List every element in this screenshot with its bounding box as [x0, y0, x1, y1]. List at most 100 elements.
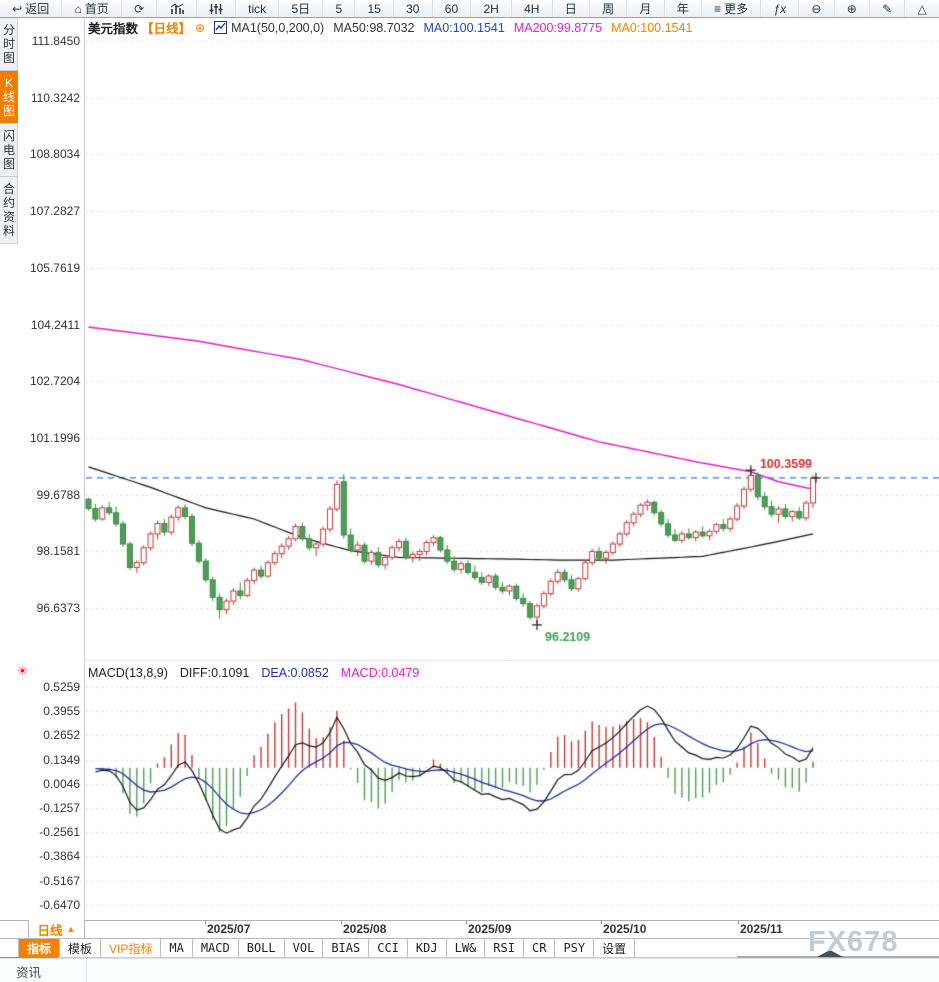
macd-dea-value: DEA:0.0852 [261, 666, 329, 680]
home-button[interactable]: ⌂ 首页 [62, 0, 122, 17]
y-axis-label: -0.3864 [39, 849, 80, 864]
price-chart-canvas[interactable] [84, 18, 939, 920]
tab-设置[interactable]: 设置 [594, 939, 636, 957]
bottom-bar [0, 958, 939, 982]
period-5-button[interactable]: 5 [323, 0, 356, 17]
fx-icon: ƒx [773, 1, 787, 16]
period-60-button-label: 60 [444, 1, 459, 16]
tab-MA[interactable]: MA [161, 939, 193, 957]
x-axis-row [0, 920, 939, 939]
x-axis-month-label: 2025/09 [468, 922, 512, 936]
period-30-button[interactable]: 30 [394, 0, 433, 17]
sidebar-item-合约资料[interactable]: 合约资料 [0, 177, 18, 244]
y-axis-label: -0.2561 [39, 825, 80, 840]
menu-icon: ≡ [714, 1, 722, 16]
y-axis-label: 98.1581 [36, 544, 80, 559]
sidebar-item-分时图[interactable]: 分时图 [0, 18, 18, 71]
period-2h-button-label: 2H [483, 1, 499, 16]
tab-MACD[interactable]: MACD [193, 939, 239, 957]
tab-KDJ[interactable]: KDJ [408, 939, 447, 957]
period-month-button[interactable]: 月 [627, 0, 665, 17]
tab-BIAS[interactable]: BIAS [323, 939, 370, 957]
zoom-in-button[interactable]: ⊕ [835, 0, 871, 17]
circle-plus-icon[interactable]: ⊕ [195, 20, 206, 35]
chart-type-sidebar: 分时图 K线图 闪电图 合约资料 [0, 18, 18, 244]
y-axis-label: 0.5259 [43, 680, 80, 694]
y-axis-label: 99.6788 [36, 487, 80, 502]
y-axis-label: 104.2411 [30, 317, 80, 332]
period-week-button[interactable]: 周 [590, 0, 628, 17]
period-week-button-label: 周 [602, 2, 615, 16]
back-button-label: 返回 [25, 2, 50, 16]
y-axis-label: 0.2652 [43, 728, 80, 743]
trend-chart-icon [170, 2, 184, 15]
period-year-button[interactable]: 年 [665, 0, 702, 17]
y-axis-label: 101.1996 [29, 430, 80, 445]
indicator-tabs-row: 指标 模板 VIP指标 MA MACD BOLL VOL BIAS CCI KDJ LW& RSI CR… [0, 939, 939, 958]
ma50-value: MA50:98.7032 [333, 20, 415, 35]
x-axis-tick [466, 920, 467, 924]
period-5d-button-label: 5日 [291, 2, 311, 16]
tab-BOLL[interactable]: BOLL [239, 939, 285, 957]
period-day-button[interactable]: 日 [553, 0, 590, 17]
pencil-icon: ✎ [882, 1, 893, 16]
y-axis-label: -0.6470 [39, 897, 80, 912]
period-selector-label: 日线 [37, 923, 63, 938]
tab-CR[interactable]: CR [524, 939, 556, 957]
more-button-label: 更多 [724, 2, 749, 16]
ma0-blue-value: MA0:100.1541 [423, 20, 505, 35]
news-tab[interactable]: 资讯 [16, 966, 42, 980]
period-label: 【日线】 [141, 22, 192, 36]
trend-chart-button[interactable] [157, 0, 197, 17]
candle-settings-button[interactable] [197, 0, 236, 17]
indicator-fx-button[interactable]: ƒx [761, 0, 800, 17]
ma200-value: MA200:99.8775 [513, 20, 603, 35]
tab-VOL[interactable]: VOL [285, 939, 324, 957]
x-axis-tick [341, 920, 342, 924]
refresh-button[interactable]: ⟳ [122, 0, 158, 17]
period-month-button-label: 月 [639, 2, 652, 16]
tab-LW&[interactable]: LW& [447, 939, 486, 957]
draw-button[interactable]: ✎ [870, 0, 906, 17]
period-tick-button-label: tick [248, 1, 267, 16]
shapes-button[interactable]: △ [905, 0, 939, 17]
y-axis-label: 102.7204 [29, 374, 80, 389]
bottom-bar-divider [86, 958, 87, 982]
ma-settings: MA1(50,0,200,0) [231, 20, 325, 35]
period-30-button-label: 30 [406, 1, 420, 16]
chart-header: 美元指数 【日线】 ⊕ MA1(50,0,200,0) MA50:98.7032… [88, 20, 692, 37]
more-button[interactable]: ≡ 更多 [702, 0, 762, 17]
x-axis-month-label: 2025/07 [207, 922, 251, 936]
period-5d-button[interactable]: 5日 [279, 0, 324, 17]
symbol-name: 美元指数 [88, 22, 139, 36]
y-axis-label: 105.7619 [29, 260, 80, 275]
sidebar-item-K线图[interactable]: K线图 [0, 71, 18, 124]
zoom-out-button[interactable]: ⊖ [799, 0, 835, 17]
back-button[interactable]: ↩ 返回 [0, 0, 63, 17]
scrollbar-thumb[interactable] [817, 950, 843, 957]
tab-模板[interactable]: 模板 [60, 939, 102, 957]
macd-params: MACD(13,8,9) [88, 666, 168, 680]
tab-指标[interactable]: 指标 [18, 939, 61, 957]
x-axis-month-label: 2025/11 [740, 922, 783, 936]
period-year-button-label: 年 [676, 2, 689, 16]
tab-CCI[interactable]: CCI [369, 939, 408, 957]
x-axis-month-label: 2025/08 [343, 922, 387, 936]
tab-RSI[interactable]: RSI [485, 939, 524, 957]
period-60-button[interactable]: 60 [433, 0, 472, 17]
period-15-button[interactable]: 15 [355, 0, 394, 17]
macd-settings-icon[interactable]: ☀ [17, 664, 28, 678]
period-15-button-label: 15 [367, 1, 381, 16]
period-4h-button[interactable]: 4H [512, 0, 553, 17]
y-axis-label: 108.8034 [29, 147, 80, 162]
tab-PSY[interactable]: PSY [555, 939, 595, 957]
y-axis-label: 107.2827 [29, 204, 80, 219]
sidebar-item-闪电图[interactable]: 闪电图 [0, 124, 18, 177]
period-2h-button[interactable]: 2H [471, 0, 512, 17]
tab-VIP指标[interactable]: VIP指标 [101, 939, 162, 957]
period-selector[interactable]: 日线 ▲ [28, 920, 85, 938]
y-axis-label: 0.1349 [43, 752, 80, 767]
ma-badge-icon [214, 21, 228, 34]
period-tick-button[interactable]: tick [236, 0, 280, 17]
